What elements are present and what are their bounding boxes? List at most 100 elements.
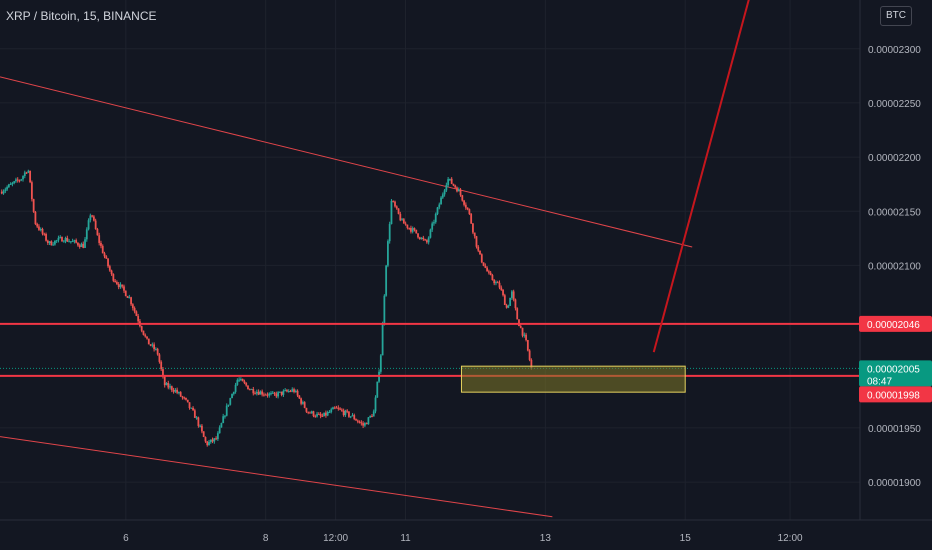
candle-body-190 bbox=[337, 407, 340, 409]
candle-body-28 bbox=[50, 241, 53, 246]
candle-body-269 bbox=[477, 246, 480, 251]
candle-body-292 bbox=[518, 319, 520, 327]
candle-body-48 bbox=[85, 229, 88, 240]
candle-body-64 bbox=[114, 280, 117, 282]
candle-body-181 bbox=[321, 415, 324, 417]
projection-arrow[interactable] bbox=[652, 0, 752, 353]
candle-body-160 bbox=[284, 390, 287, 392]
candle-body-178 bbox=[316, 413, 318, 417]
candle-body-75 bbox=[133, 308, 136, 312]
current-price-label-bg bbox=[859, 360, 932, 387]
candle-body-131 bbox=[232, 391, 235, 394]
candle-body-21 bbox=[38, 226, 40, 230]
candle-body-157 bbox=[278, 391, 281, 393]
candle-body-246 bbox=[436, 207, 439, 214]
symbol-title[interactable]: XRP / Bitcoin, 15, BINANCE bbox=[6, 9, 157, 23]
candle-body-96 bbox=[170, 386, 173, 391]
candle-body-147 bbox=[261, 391, 264, 395]
candle-body-123 bbox=[218, 427, 221, 434]
candle-body-195 bbox=[346, 410, 349, 412]
candle-body-55 bbox=[98, 235, 101, 243]
candle-body-179 bbox=[317, 413, 320, 415]
candle-body-109 bbox=[193, 410, 196, 418]
candle-body-251 bbox=[445, 185, 448, 191]
candle-body-243 bbox=[431, 223, 434, 230]
candle-body-98 bbox=[174, 389, 177, 392]
trendlines[interactable] bbox=[0, 76, 693, 518]
candle-body-111 bbox=[197, 417, 200, 426]
candle-body-176 bbox=[312, 411, 315, 417]
candle-body-50 bbox=[89, 215, 92, 221]
candle-body-88 bbox=[156, 348, 159, 355]
horizontal-levels[interactable] bbox=[0, 322, 860, 377]
candle-body-180 bbox=[319, 413, 322, 416]
candle-body-260 bbox=[461, 195, 464, 201]
candle-body-149 bbox=[264, 394, 267, 396]
candle-body-226 bbox=[401, 219, 403, 221]
x-tick-label-1: 8 bbox=[263, 533, 269, 544]
candle-body-238 bbox=[422, 237, 425, 240]
candle-body-20 bbox=[36, 224, 39, 227]
candle-body-174 bbox=[309, 412, 311, 414]
candle-body-209 bbox=[371, 415, 373, 417]
candle-body-106 bbox=[188, 402, 191, 408]
candle-body-290 bbox=[514, 299, 517, 309]
level-label-lower-text-0: 0.00001998 bbox=[867, 390, 920, 401]
candle-body-112 bbox=[199, 425, 202, 427]
candle-body-107 bbox=[190, 407, 193, 409]
candle-body-118 bbox=[209, 439, 212, 443]
candle-body-94 bbox=[167, 382, 170, 388]
candle-body-113 bbox=[201, 425, 203, 432]
candle-body-26 bbox=[46, 240, 49, 243]
candle-body-222 bbox=[394, 201, 396, 207]
candle-body-261 bbox=[463, 200, 465, 205]
candle-body-41 bbox=[73, 240, 76, 242]
candle-body-60 bbox=[107, 258, 109, 267]
candle-body-177 bbox=[314, 416, 317, 418]
candle-body-57 bbox=[101, 245, 104, 254]
candle-body-101 bbox=[179, 392, 182, 397]
candle-body-5 bbox=[9, 183, 12, 185]
candle-body-7 bbox=[13, 181, 16, 184]
candle-body-227 bbox=[402, 219, 405, 224]
candles bbox=[0, 169, 533, 447]
candle-body-299 bbox=[530, 359, 533, 369]
candle-body-281 bbox=[498, 282, 501, 288]
candle-body-85 bbox=[151, 344, 154, 346]
candle-body-132 bbox=[234, 384, 237, 392]
candle-body-17 bbox=[30, 182, 33, 200]
candle-body-161 bbox=[286, 390, 288, 392]
candle-body-36 bbox=[64, 237, 67, 242]
candle-body-155 bbox=[275, 393, 278, 397]
candle-body-233 bbox=[413, 228, 416, 230]
candle-body-228 bbox=[404, 223, 407, 225]
candle-body-83 bbox=[147, 338, 150, 345]
y-axis[interactable]: 0.00002300 0.00002250 0.00002200 0.00002150… bbox=[859, 0, 932, 550]
candle-body-92 bbox=[163, 376, 166, 386]
candle-body-173 bbox=[307, 411, 310, 413]
candle-body-183 bbox=[325, 412, 327, 416]
candle-body-8 bbox=[15, 179, 17, 182]
candle-body-296 bbox=[525, 334, 527, 341]
candle-body-73 bbox=[130, 297, 132, 305]
candle-body-69 bbox=[123, 286, 125, 291]
candle-body-42 bbox=[75, 240, 78, 243]
candle-body-223 bbox=[395, 206, 398, 209]
candle-body-224 bbox=[397, 208, 400, 214]
support-zone[interactable] bbox=[460, 365, 686, 393]
y-tick-label-2: 0.00002200 bbox=[868, 153, 921, 164]
candle-body-212 bbox=[376, 381, 379, 398]
x-tick-label-2: 12:00 bbox=[323, 533, 348, 544]
candle-body-39 bbox=[69, 241, 72, 243]
candle-body-19 bbox=[34, 211, 37, 225]
candle-body-18 bbox=[32, 199, 35, 212]
candle-body-168 bbox=[298, 395, 301, 399]
x-axis[interactable]: 6 8 12:00 11 13 15 12:00 bbox=[0, 519, 932, 550]
candle-body-91 bbox=[162, 369, 164, 377]
candle-body-144 bbox=[255, 391, 258, 394]
candle-body-16 bbox=[29, 170, 32, 183]
candle-body-284 bbox=[503, 295, 506, 306]
candle-body-186 bbox=[330, 409, 333, 413]
currency-badge[interactable]: BTC bbox=[880, 6, 912, 26]
